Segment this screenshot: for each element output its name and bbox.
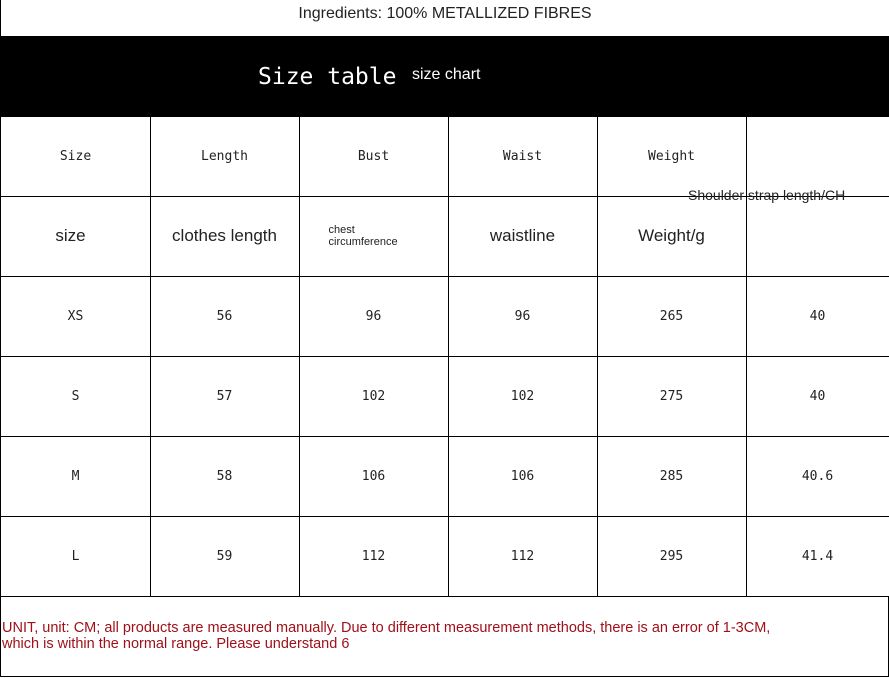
table-cell-text: 265 <box>659 308 684 324</box>
header-cell: Weight <box>597 117 747 197</box>
header-en-cell: size <box>0 196 151 277</box>
table-cell: M <box>0 436 151 517</box>
table-cell: L <box>0 516 151 597</box>
table-cell: 40 <box>746 276 889 357</box>
table-cell-text: 41.4 <box>801 548 834 564</box>
header-en-cell <box>746 196 889 277</box>
header-en-cell-text: chest circumference <box>328 224 398 248</box>
table-cell: 275 <box>597 356 747 437</box>
table-cell-text: 40 <box>809 308 826 324</box>
banner-title: Size table <box>258 64 397 90</box>
table-cell-text: 295 <box>659 548 684 564</box>
table-cell: 58 <box>150 436 300 517</box>
measurement-note: UNIT, unit: CM; all products are measure… <box>2 620 771 652</box>
table-cell-text: 96 <box>365 308 382 324</box>
table-cell-text: 106 <box>510 468 535 484</box>
table-cell-text: 59 <box>216 548 233 564</box>
table-cell-text: 102 <box>510 388 535 404</box>
table-cell-text: 102 <box>361 388 386 404</box>
banner-subtitle: size chart <box>412 66 481 83</box>
header-en-cell: Weight/g <box>597 196 747 277</box>
header-cell: Waist <box>448 117 598 197</box>
title-banner <box>0 36 889 117</box>
table-cell-text: 285 <box>659 468 684 484</box>
header-en-cell: clothes length <box>150 196 300 277</box>
header-cell: Length <box>150 117 300 197</box>
ingredients-line: Ingredients: 100% METALLIZED FIBRES <box>0 0 889 36</box>
table-cell-text: 112 <box>361 548 386 564</box>
header-cell-text: Weight <box>648 149 695 164</box>
table-cell: 106 <box>448 436 598 517</box>
table-cell: 265 <box>597 276 747 357</box>
table-cell-text: 275 <box>659 388 684 404</box>
table-cell: 56 <box>150 276 300 357</box>
table-cell: 102 <box>299 356 449 437</box>
shoulder-header: Shoulder strap length/CH <box>688 187 846 203</box>
table-cell-text: S <box>71 388 80 404</box>
table-cell: S <box>0 356 151 437</box>
header-cell: Size <box>0 117 151 197</box>
table-cell: 285 <box>597 436 747 517</box>
header-cell-text: Waist <box>502 149 543 164</box>
header-en-cell-text: waistline <box>489 226 556 245</box>
table-cell: 112 <box>448 516 598 597</box>
table-cell: 59 <box>150 516 300 597</box>
table-cell: 96 <box>448 276 598 357</box>
table-cell: 96 <box>299 276 449 357</box>
table-cell-text: M <box>71 468 80 484</box>
table-cell-text: 112 <box>510 548 535 564</box>
table-cell: 106 <box>299 436 449 517</box>
header-en-cell: waistline <box>448 196 598 277</box>
header-cell: Bust <box>299 117 449 197</box>
table-cell-text: 58 <box>216 468 233 484</box>
table-cell-text: 40 <box>809 388 826 404</box>
header-cell-text: Bust <box>357 149 390 164</box>
header-en-cell-text: Weight/g <box>638 226 705 245</box>
table-cell: 102 <box>448 356 598 437</box>
table-cell: 41.4 <box>746 516 889 597</box>
table-cell: XS <box>0 276 151 357</box>
table-cell-text: XS <box>67 308 84 324</box>
table-cell: 295 <box>597 516 747 597</box>
header-en-cell-text: size <box>55 226 86 245</box>
table-cell: 112 <box>299 516 449 597</box>
table-cell: 40.6 <box>746 436 889 517</box>
table-cell-text: 106 <box>361 468 386 484</box>
header-cell-text: Size <box>59 149 92 164</box>
table-cell-text: 96 <box>514 308 531 324</box>
table-cell-text: 56 <box>216 308 233 324</box>
table-cell: 40 <box>746 356 889 437</box>
header-cell-text: Length <box>201 149 248 164</box>
header-en-cell: chest circumference <box>299 196 449 277</box>
table-cell: 57 <box>150 356 300 437</box>
table-cell-text: 40.6 <box>801 468 834 484</box>
header-en-cell-text: clothes length <box>172 226 277 245</box>
table-cell-text: L <box>71 548 80 564</box>
header-cell <box>746 117 889 197</box>
table-cell-text: 57 <box>216 388 233 404</box>
